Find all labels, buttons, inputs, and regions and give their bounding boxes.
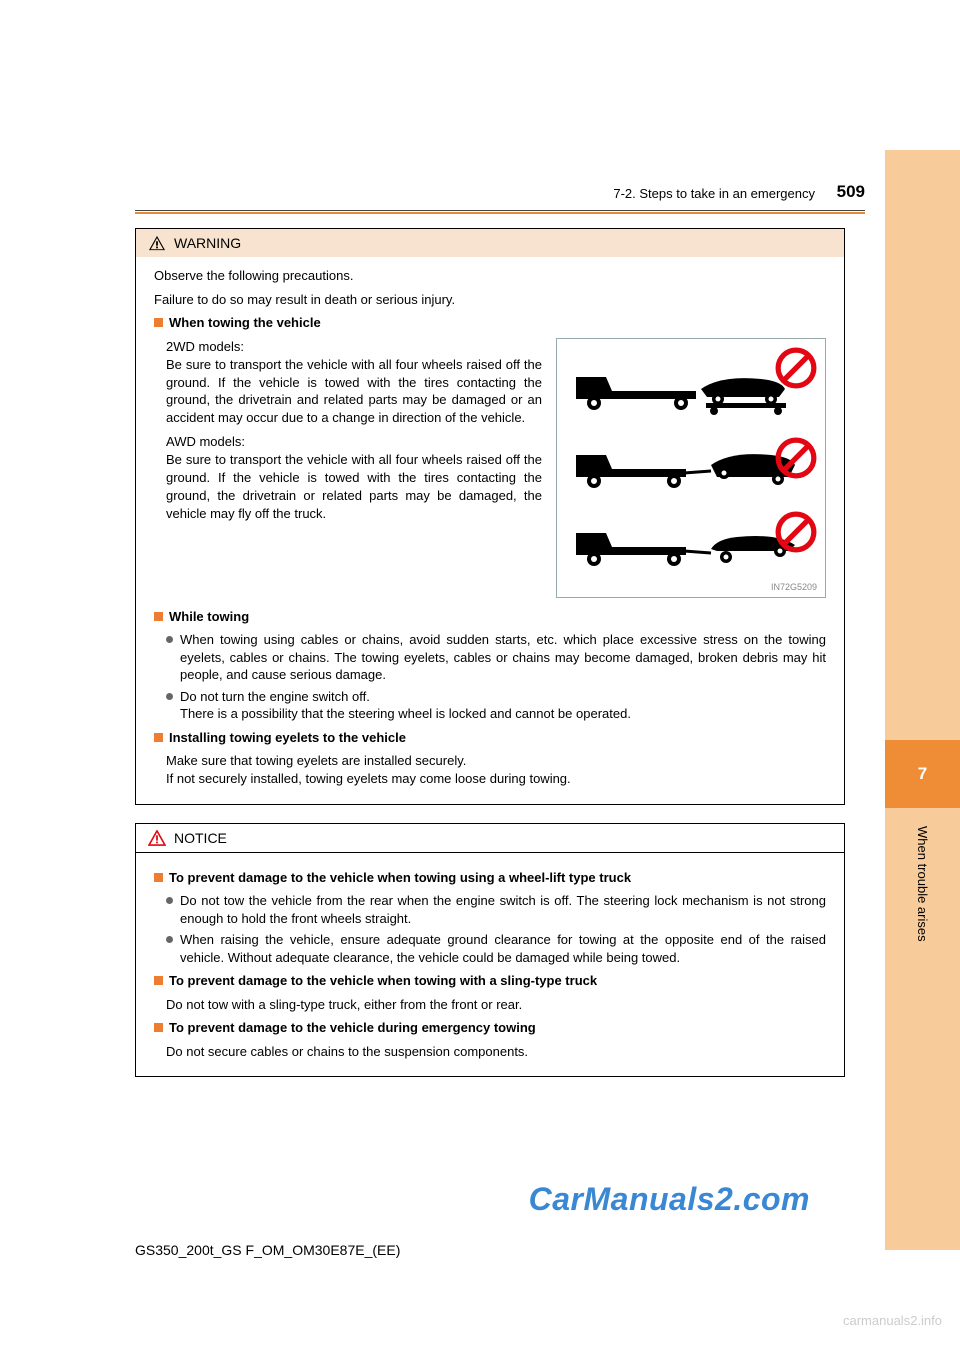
- figure-row-2: [563, 423, 819, 501]
- figure-id: IN72G5209: [771, 581, 817, 593]
- subheading-sling: To prevent damage to the vehicle when to…: [154, 972, 826, 990]
- towing-text-column: 2WD models: Be sure to transport the veh…: [166, 338, 542, 598]
- content-area: WARNING Observe the following precaution…: [135, 228, 845, 1095]
- notice-icon: [148, 830, 166, 846]
- figure-row-3: [563, 501, 819, 579]
- sling-body: Do not tow with a sling-type truck, eith…: [166, 996, 826, 1014]
- footer-code: GS350_200t_GS F_OM_OM30E87E_(EE): [135, 1242, 400, 1258]
- chapter-tab: 7: [885, 740, 960, 808]
- dot-bullet-icon: [166, 636, 173, 643]
- installing-body-2: If not securely installed, towing eyelet…: [166, 770, 826, 788]
- list-item: Do not tow the vehicle from the rear whe…: [166, 892, 826, 927]
- towing-figure: IN72G5209: [556, 338, 826, 598]
- manual-page: 7 When trouble arises 7-2. Steps to take…: [0, 0, 960, 1358]
- list-item: When raising the vehicle, ensure adequat…: [166, 931, 826, 966]
- prohibit-icon: [775, 437, 817, 479]
- list-item: Do not turn the engine switch off. There…: [166, 688, 826, 723]
- warning-body: Observe the following precautions. Failu…: [136, 257, 844, 804]
- body-2wd: Be sure to transport the vehicle with al…: [166, 357, 542, 426]
- watermark-corner: carmanuals2.info: [843, 1313, 942, 1328]
- warning-title: WARNING: [174, 235, 241, 251]
- notice-title: NOTICE: [174, 830, 227, 846]
- square-bullet-icon: [154, 612, 163, 621]
- subheading-installing: Installing towing eyelets to the vehicle: [154, 729, 826, 747]
- square-bullet-icon: [154, 976, 163, 985]
- side-tab-background: [885, 150, 960, 1250]
- warning-icon: [148, 235, 166, 251]
- subheading-wheel-lift: To prevent damage to the vehicle when to…: [154, 869, 826, 887]
- warning-header: WARNING: [136, 229, 844, 257]
- warning-box: WARNING Observe the following precaution…: [135, 228, 845, 805]
- prohibit-icon: [775, 347, 817, 389]
- subheading-while-towing: While towing: [154, 608, 826, 626]
- header-rule-thin: [135, 210, 865, 211]
- square-bullet-icon: [154, 873, 163, 882]
- dot-bullet-icon: [166, 897, 173, 904]
- body-awd: Be sure to transport the vehicle with al…: [166, 452, 542, 521]
- dot-bullet-icon: [166, 693, 173, 700]
- warning-intro-2: Failure to do so may result in death or …: [154, 291, 826, 309]
- notice-header: NOTICE: [136, 824, 844, 853]
- notice-box: NOTICE To prevent damage to the vehicle …: [135, 823, 845, 1078]
- towing-two-column: 2WD models: Be sure to transport the veh…: [154, 338, 826, 598]
- list-item: When towing using cables or chains, avoi…: [166, 631, 826, 684]
- installing-body-1: Make sure that towing eyelets are instal…: [166, 752, 826, 770]
- header-rule: [135, 212, 865, 214]
- label-awd: AWD models:: [166, 434, 245, 449]
- square-bullet-icon: [154, 318, 163, 327]
- square-bullet-icon: [154, 1023, 163, 1032]
- subheading-emergency: To prevent damage to the vehicle during …: [154, 1019, 826, 1037]
- square-bullet-icon: [154, 733, 163, 742]
- warning-intro-1: Observe the following precautions.: [154, 267, 826, 285]
- dot-bullet-icon: [166, 936, 173, 943]
- emergency-body: Do not secure cables or chains to the su…: [166, 1043, 826, 1061]
- watermark-main: CarManuals2.com: [529, 1181, 810, 1218]
- notice-body: To prevent damage to the vehicle when to…: [136, 853, 844, 1077]
- label-2wd: 2WD models:: [166, 339, 244, 354]
- chapter-label: When trouble arises: [885, 820, 960, 1020]
- subheading-towing-vehicle: When towing the vehicle: [154, 314, 826, 332]
- page-number: 509: [837, 182, 865, 202]
- breadcrumb: 7-2. Steps to take in an emergency: [613, 186, 815, 201]
- prohibit-icon: [775, 511, 817, 553]
- figure-row-1: [563, 345, 819, 423]
